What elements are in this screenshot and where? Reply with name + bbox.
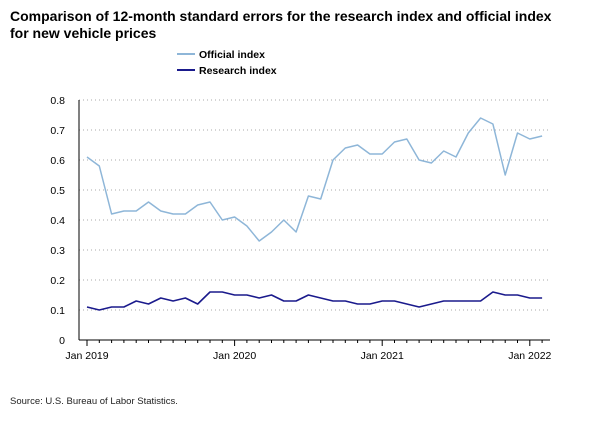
data-point-research (148, 303, 150, 305)
data-point-research (369, 303, 371, 305)
data-point-research (320, 297, 322, 299)
data-point-official (418, 159, 420, 161)
y-tick-label: 0.2 (50, 275, 65, 287)
data-point-official (258, 240, 260, 242)
data-point-research (357, 303, 359, 305)
data-point-research (86, 306, 88, 308)
data-point-research (504, 294, 506, 296)
data-point-official (320, 198, 322, 200)
x-tick-label: Jan 2019 (65, 350, 108, 362)
legend-label-official: Official index (199, 49, 265, 61)
data-point-research (222, 291, 224, 293)
y-tick-label: 0.7 (50, 125, 65, 137)
data-point-research (332, 300, 334, 302)
data-point-research (271, 294, 273, 296)
data-point-research (295, 300, 297, 302)
data-point-official (455, 156, 457, 158)
y-tick-label: 0.4 (50, 215, 65, 227)
data-point-official (431, 162, 433, 164)
data-point-official (271, 231, 273, 233)
y-tick-label: 0.6 (50, 155, 65, 167)
data-point-research (135, 300, 137, 302)
data-point-research (209, 291, 211, 293)
data-point-research (455, 300, 457, 302)
data-point-research (111, 306, 113, 308)
data-point-research (99, 309, 101, 311)
data-point-research (468, 300, 470, 302)
data-point-research (308, 294, 310, 296)
data-point-research (160, 297, 162, 299)
data-point-research (197, 303, 199, 305)
data-point-research (529, 297, 531, 299)
y-tick-label: 0.8 (50, 95, 65, 107)
data-point-official (99, 165, 101, 167)
data-point-official (308, 195, 310, 197)
x-tick-label: Jan 2020 (213, 350, 256, 362)
series-line-official (86, 117, 543, 242)
data-point-official (394, 141, 396, 143)
data-point-official (492, 123, 494, 125)
data-point-official (541, 135, 543, 137)
x-tick-label: Jan 2022 (508, 350, 551, 362)
data-point-official (246, 225, 248, 227)
data-point-official (345, 147, 347, 149)
data-point-official (295, 231, 297, 233)
data-point-official (283, 219, 285, 221)
data-point-official (406, 138, 408, 140)
data-point-research (394, 300, 396, 302)
data-point-official (111, 213, 113, 215)
y-tick-label: 0.5 (50, 185, 65, 197)
y-tick-label: 0.1 (50, 305, 65, 317)
data-point-official (517, 132, 519, 134)
data-point-official (369, 153, 371, 155)
data-point-official (160, 210, 162, 212)
data-point-official (381, 153, 383, 155)
data-point-research (123, 306, 125, 308)
data-point-official (222, 219, 224, 221)
data-point-research (480, 300, 482, 302)
data-point-research (185, 297, 187, 299)
data-point-official (468, 132, 470, 134)
data-point-research (381, 300, 383, 302)
data-point-official (197, 204, 199, 206)
data-point-official (123, 210, 125, 212)
data-point-official (148, 201, 150, 203)
data-point-research (418, 306, 420, 308)
data-point-research (517, 294, 519, 296)
data-point-official (172, 213, 174, 215)
data-point-research (283, 300, 285, 302)
data-point-research (492, 291, 494, 293)
legend-label-research: Research index (199, 65, 277, 77)
series-line-research (86, 291, 543, 311)
source-note: Source: U.S. Bureau of Labor Statistics. (10, 396, 178, 407)
data-point-official (357, 144, 359, 146)
y-tick-label: 0 (59, 335, 65, 347)
data-point-research (406, 303, 408, 305)
data-point-official (185, 213, 187, 215)
data-point-research (234, 294, 236, 296)
data-point-official (209, 201, 211, 203)
data-point-official (504, 174, 506, 176)
data-point-research (431, 303, 433, 305)
data-point-official (443, 150, 445, 152)
data-point-research (246, 294, 248, 296)
data-point-research (172, 300, 174, 302)
data-point-official (332, 159, 334, 161)
data-point-official (529, 138, 531, 140)
data-point-official (480, 117, 482, 119)
data-point-official (135, 210, 137, 212)
chart-title: Comparison of 12-month standard errors f… (10, 8, 552, 41)
data-point-official (234, 216, 236, 218)
data-point-research (345, 300, 347, 302)
data-point-research (443, 300, 445, 302)
data-point-research (258, 297, 260, 299)
y-tick-label: 0.3 (50, 245, 65, 257)
x-tick-label: Jan 2021 (361, 350, 404, 362)
data-point-research (541, 297, 543, 299)
data-point-official (86, 156, 88, 158)
